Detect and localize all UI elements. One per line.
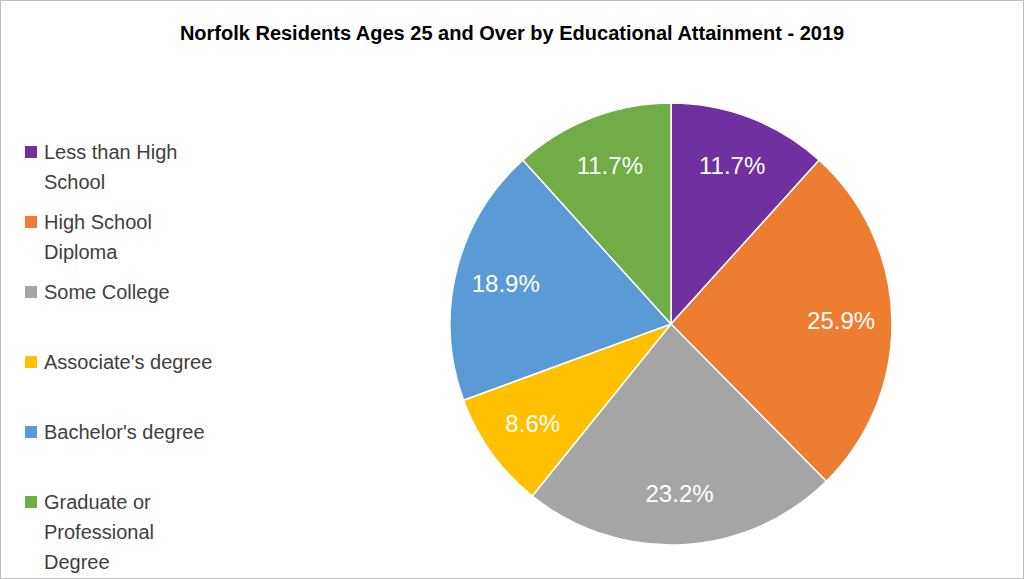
legend-swatch [25, 356, 37, 368]
legend-label-line: Professional [44, 521, 154, 543]
legend-label-line: Diploma [44, 241, 118, 263]
legend-label: Graduate or Professional Degree [44, 491, 154, 573]
legend-label: Bachelor's degree [44, 421, 205, 443]
legend-label-line: Some College [44, 281, 170, 303]
legend-label: Some College [44, 281, 170, 303]
legend-label-line: Less than High [44, 141, 177, 163]
chart-svg: Norfolk Residents Ages 25 and Over by Ed… [0, 0, 1024, 579]
chart-frame [1, 1, 1024, 579]
pie-slice [523, 103, 671, 324]
chart-title: Norfolk Residents Ages 25 and Over by Ed… [180, 22, 844, 44]
legend-label-line: Degree [44, 551, 110, 573]
data-label: 8.6% [505, 410, 560, 437]
data-label: 11.7% [577, 152, 643, 179]
legend-swatch [25, 496, 37, 508]
legend-swatch [25, 146, 37, 158]
legend-label: Associate's degree [44, 351, 212, 373]
legend-label-line: High School [44, 211, 152, 233]
pie-group [450, 103, 892, 545]
legend-label-line: Bachelor's degree [44, 421, 205, 443]
legend-swatch [25, 286, 37, 298]
legend-label: High School Diploma [44, 211, 152, 263]
legend-swatch [25, 426, 37, 438]
data-label: 18.9% [472, 270, 540, 297]
legend-label-line: School [44, 171, 105, 193]
data-labels: 11.7% 25.9% 23.2% 8.6% 18.9% 11.7% [472, 152, 875, 508]
legend-label-line: Associate's degree [44, 351, 212, 373]
legend-label-line: Graduate or [44, 491, 151, 513]
legend: Less than High School High School Diploma So… [25, 141, 212, 573]
data-label: 23.2% [646, 480, 714, 507]
data-label: 11.7% [699, 152, 765, 179]
legend-swatch [25, 216, 37, 228]
legend-label: Less than High School [44, 141, 177, 193]
data-label: 25.9% [807, 307, 875, 334]
